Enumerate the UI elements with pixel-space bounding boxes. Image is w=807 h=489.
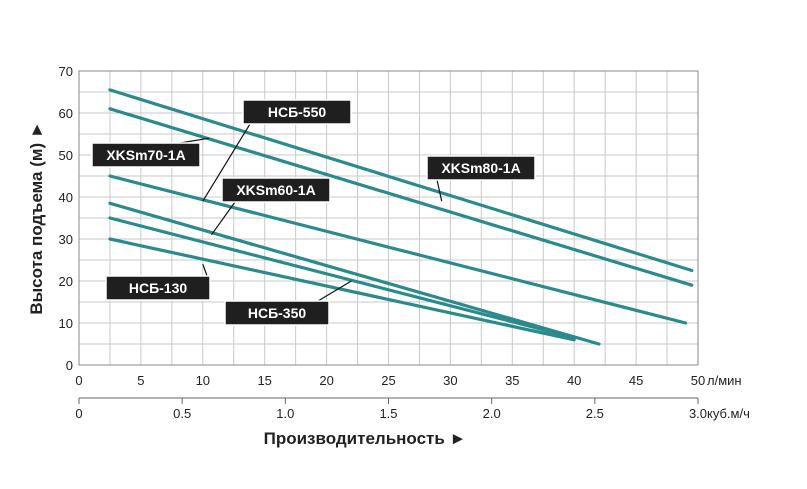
series-label-box — [426, 155, 536, 181]
y-tick-labels: 0 10 20 30 40 50 60 70 — [59, 64, 73, 373]
x2-unit-label: куб.м/ч — [707, 406, 750, 421]
leader-line — [179, 137, 210, 144]
y-tick-label: 60 — [59, 106, 73, 121]
y-tick-label: 20 — [59, 274, 73, 289]
series-labels: XKSm80-1A НСБ-550 XKSm70-1A XKSm60-1A НСБ-35… — [91, 99, 536, 326]
x-tick-label: 40 — [567, 373, 581, 388]
x2-axis: 0 0.5 1.0 1.5 2.0 2.5 3.0 — [75, 397, 707, 421]
x-tick-label: 5 — [137, 373, 144, 388]
x-tick-label: 50 — [691, 373, 705, 388]
series-label-box — [221, 177, 331, 203]
series-label-box — [105, 275, 211, 301]
series-line — [108, 237, 576, 342]
x-tick-label: 30 — [443, 373, 457, 388]
y-tick-label: 30 — [59, 232, 73, 247]
series-label-text: XKSm70-1A — [106, 147, 185, 163]
x2-tick-label: 2.5 — [586, 406, 604, 421]
series-label: XKSm70-1A — [91, 142, 201, 168]
x-tick-label: 20 — [319, 373, 333, 388]
x2-tick-label: 2.0 — [483, 406, 501, 421]
x2-tick-label: 3.0 — [689, 406, 707, 421]
series-line — [108, 174, 688, 325]
series-label: НСБ-130 — [105, 275, 211, 301]
series-lines — [108, 88, 694, 346]
series-label-text: НСБ-350 — [248, 305, 307, 321]
x2-tick-label: 1.5 — [379, 406, 397, 421]
y-tick-label: 70 — [59, 64, 73, 79]
grid — [79, 71, 698, 365]
series-line — [108, 88, 694, 273]
plot-frame — [78, 70, 699, 366]
x2-tick-label: 0.5 — [173, 406, 191, 421]
leader-line — [317, 280, 352, 302]
series-label-text: НСБ-130 — [129, 280, 188, 296]
x-tick-labels: 0 5 10 15 20 25 30 35 40 45 50 — [75, 373, 705, 388]
series-label-text: НСБ-550 — [268, 104, 327, 120]
y-tick-label: 50 — [59, 148, 73, 163]
y-axis-title: Высота подъема (м) ► — [27, 121, 46, 314]
x-tick-label: 0 — [75, 373, 82, 388]
series-line — [108, 216, 576, 340]
y-tick-label: 0 — [66, 358, 73, 373]
series-label-box — [224, 300, 330, 326]
x-tick-label: 45 — [629, 373, 643, 388]
series-label-text: XKSm60-1A — [236, 182, 315, 198]
series-label: XKSm80-1A — [426, 155, 536, 181]
leader-lines — [179, 123, 443, 302]
x-unit-label: л/мин — [707, 373, 742, 388]
series-label-box — [242, 99, 352, 125]
y-tick-label: 10 — [59, 316, 73, 331]
x-tick-label: 15 — [257, 373, 271, 388]
series-label: XKSm60-1A — [221, 177, 331, 203]
series-label-box — [91, 142, 201, 168]
x-tick-label: 10 — [196, 373, 210, 388]
series-label-text: XKSm80-1A — [441, 160, 520, 176]
x-axis-title: Производительность ► — [264, 429, 467, 448]
series-label: НСБ-550 — [242, 99, 352, 125]
leader-line — [202, 123, 251, 202]
y-tick-label: 40 — [59, 190, 73, 205]
series-line — [108, 201, 601, 346]
x2-tick-label: 1.0 — [276, 406, 294, 421]
leader-line — [210, 201, 236, 236]
series-label: НСБ-350 — [224, 300, 330, 326]
x2-tick-label: 0 — [75, 406, 82, 421]
x-tick-label: 35 — [505, 373, 519, 388]
x-tick-label: 25 — [381, 373, 395, 388]
leader-line — [436, 179, 443, 202]
